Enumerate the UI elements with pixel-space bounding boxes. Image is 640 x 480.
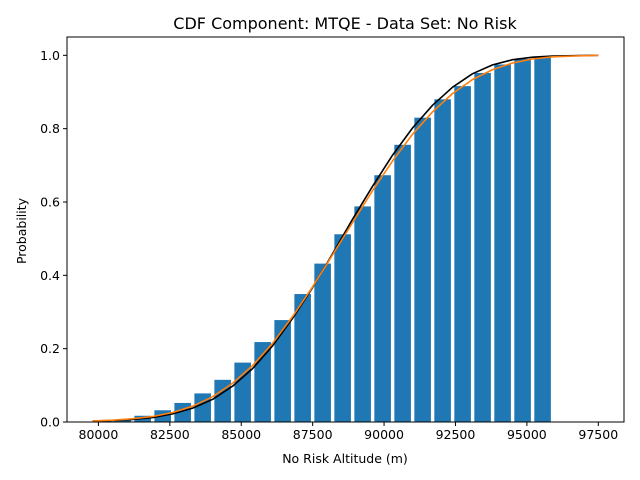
x-tick-label: 87500 — [293, 427, 333, 442]
cdf-bar — [474, 72, 491, 422]
cdf-bar — [494, 64, 511, 422]
cdf-curve-orange — [92, 54, 599, 422]
cdf-bar — [274, 320, 291, 422]
y-tick-label: 0.8 — [40, 121, 60, 136]
cdf-bar — [394, 144, 411, 423]
cdf-bar — [514, 59, 531, 422]
x-tick-label: 92500 — [436, 427, 476, 442]
cdf-bar — [194, 393, 211, 422]
x-tick-label: 85000 — [221, 427, 261, 442]
lines-layer — [92, 54, 599, 422]
x-tick-label: 80000 — [79, 427, 119, 442]
cdf-bar — [374, 175, 391, 422]
cdf-bar — [334, 234, 351, 422]
cdf-bar — [454, 86, 471, 422]
cdf-bar — [314, 263, 331, 422]
cdf-bar — [534, 56, 551, 422]
cdf-bar — [434, 99, 451, 422]
cdf-bar — [294, 294, 311, 422]
chart-title: CDF Component: MTQE - Data Set: No Risk — [173, 14, 517, 33]
cdf-curve-black — [92, 54, 599, 422]
y-tick-label: 0.2 — [40, 341, 60, 356]
x-tick-label: 90000 — [364, 427, 404, 442]
y-tick-label: 0.0 — [40, 415, 60, 430]
cdf-bar — [414, 117, 431, 423]
y-tick-label: 0.6 — [40, 195, 60, 210]
bars-layer — [94, 56, 551, 423]
x-tick-label: 97500 — [578, 427, 618, 442]
plot-frame — [66, 36, 625, 423]
x-axis-label: No Risk Altitude (m) — [282, 451, 408, 466]
axes-layer: 80000 82500 85000 87500 90000 92500 95000 97500… — [40, 36, 625, 442]
x-tick-label: 95000 — [507, 427, 547, 442]
x-tick-label: 82500 — [150, 427, 190, 442]
y-tick-label: 1.0 — [40, 48, 60, 63]
y-tick-label: 0.4 — [40, 268, 60, 283]
cdf-bar — [354, 206, 371, 422]
y-axis-label: Probability — [14, 197, 29, 264]
